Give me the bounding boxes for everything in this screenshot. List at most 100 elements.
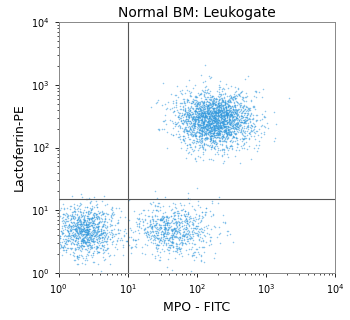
Point bbox=[185, 119, 190, 124]
Point bbox=[154, 243, 160, 248]
Point bbox=[220, 102, 225, 108]
Point bbox=[89, 239, 95, 244]
Point bbox=[201, 104, 206, 109]
Point bbox=[213, 127, 218, 132]
Point bbox=[213, 110, 218, 116]
Point bbox=[190, 125, 196, 130]
Point bbox=[220, 119, 225, 124]
Point bbox=[84, 204, 89, 210]
Point bbox=[211, 113, 217, 118]
Point bbox=[160, 234, 166, 239]
Point bbox=[215, 124, 221, 129]
Point bbox=[197, 108, 202, 113]
Point bbox=[181, 226, 186, 231]
Point bbox=[226, 127, 231, 132]
Point bbox=[85, 230, 91, 235]
Point bbox=[212, 111, 218, 116]
Point bbox=[165, 227, 171, 232]
Point bbox=[169, 239, 174, 244]
Point bbox=[233, 136, 238, 141]
Point bbox=[210, 124, 215, 130]
Point bbox=[84, 213, 90, 219]
Point bbox=[99, 234, 105, 239]
Point bbox=[202, 131, 208, 136]
Point bbox=[217, 108, 223, 114]
Point bbox=[216, 132, 222, 137]
Point bbox=[74, 228, 79, 234]
Point bbox=[209, 117, 215, 122]
Point bbox=[87, 236, 92, 242]
Point bbox=[195, 119, 201, 124]
Point bbox=[62, 225, 68, 230]
Point bbox=[215, 134, 220, 139]
Point bbox=[209, 129, 215, 134]
Point bbox=[230, 123, 236, 128]
Point bbox=[181, 202, 187, 207]
Point bbox=[212, 134, 217, 140]
Point bbox=[205, 143, 211, 148]
Point bbox=[234, 122, 240, 127]
Point bbox=[193, 156, 198, 161]
Point bbox=[84, 228, 90, 233]
Point bbox=[256, 142, 262, 147]
Point bbox=[160, 215, 166, 220]
Point bbox=[199, 214, 205, 219]
Point bbox=[191, 132, 196, 137]
Point bbox=[107, 221, 113, 227]
Point bbox=[217, 123, 223, 128]
Point bbox=[72, 215, 78, 220]
Point bbox=[69, 230, 75, 236]
Point bbox=[203, 122, 209, 127]
Point bbox=[185, 113, 190, 118]
Point bbox=[154, 217, 159, 222]
Point bbox=[181, 101, 186, 106]
Point bbox=[207, 121, 213, 126]
Point bbox=[119, 237, 125, 242]
Point bbox=[207, 133, 213, 138]
Point bbox=[178, 146, 184, 151]
Point bbox=[160, 229, 166, 234]
Point bbox=[93, 243, 99, 248]
Point bbox=[190, 112, 195, 117]
Point bbox=[147, 200, 153, 205]
Point bbox=[97, 232, 102, 237]
Point bbox=[195, 232, 201, 237]
Point bbox=[206, 119, 212, 124]
Point bbox=[95, 227, 100, 232]
Point bbox=[165, 220, 170, 225]
Point bbox=[207, 76, 213, 81]
Point bbox=[65, 239, 71, 244]
Point bbox=[252, 130, 258, 135]
Point bbox=[80, 225, 86, 230]
Point bbox=[87, 237, 92, 243]
Point bbox=[234, 131, 239, 136]
Point bbox=[204, 119, 210, 124]
Point bbox=[186, 150, 191, 156]
Point bbox=[168, 236, 173, 241]
Point bbox=[102, 229, 108, 234]
Point bbox=[208, 116, 213, 121]
Point bbox=[215, 120, 220, 125]
Point bbox=[205, 111, 211, 116]
Point bbox=[188, 132, 194, 137]
Point bbox=[176, 132, 182, 137]
Point bbox=[218, 124, 224, 129]
Point bbox=[84, 239, 89, 244]
Point bbox=[97, 214, 102, 219]
Point bbox=[213, 133, 219, 138]
Point bbox=[193, 145, 198, 150]
Point bbox=[225, 120, 231, 125]
Point bbox=[228, 118, 234, 123]
Point bbox=[154, 208, 159, 213]
Point bbox=[90, 227, 96, 232]
Point bbox=[181, 234, 187, 239]
Point bbox=[194, 116, 199, 121]
Point bbox=[216, 194, 222, 199]
Point bbox=[166, 243, 172, 248]
Point bbox=[225, 102, 231, 107]
Point bbox=[167, 245, 173, 250]
Point bbox=[173, 100, 178, 105]
Point bbox=[110, 230, 115, 236]
Point bbox=[238, 119, 244, 124]
Point bbox=[180, 121, 186, 126]
